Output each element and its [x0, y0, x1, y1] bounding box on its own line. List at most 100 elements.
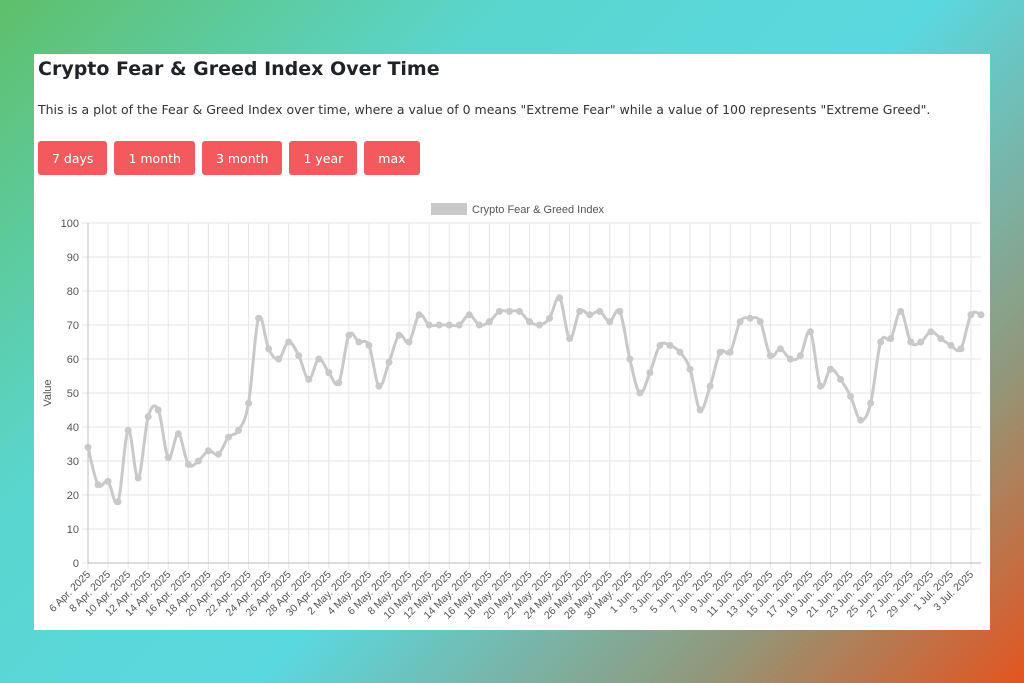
- data-point: [977, 311, 985, 319]
- data-point: [877, 338, 885, 346]
- data-point: [586, 311, 594, 319]
- y-tick-label: 20: [67, 490, 79, 502]
- data-point: [937, 335, 945, 343]
- data-point: [626, 355, 634, 363]
- data-point: [355, 338, 363, 346]
- chart-card: Crypto Fear & Greed Index Over Time This…: [34, 54, 990, 630]
- data-point: [515, 307, 523, 315]
- range-3-month-button[interactable]: 3 month: [201, 141, 283, 175]
- y-axis-label: Value: [42, 379, 54, 406]
- y-tick-label: 50: [67, 388, 79, 400]
- data-point: [867, 399, 875, 407]
- range-1-year-button[interactable]: 1 year: [289, 141, 358, 175]
- legend-swatch: [431, 203, 467, 215]
- data-point: [676, 348, 684, 356]
- data-point: [766, 352, 774, 360]
- data-point: [325, 369, 333, 377]
- data-point: [154, 406, 162, 414]
- data-point: [857, 416, 865, 424]
- data-point: [385, 358, 393, 366]
- data-point: [275, 355, 283, 363]
- data-point: [265, 345, 273, 353]
- data-point: [746, 314, 754, 322]
- data-point: [235, 426, 243, 434]
- y-tick-label: 10: [67, 524, 79, 536]
- data-point: [445, 321, 453, 329]
- data-point: [335, 379, 343, 387]
- data-point: [345, 331, 353, 339]
- data-point: [686, 365, 694, 373]
- data-point: [435, 321, 443, 329]
- page-title: Crypto Fear & Greed Index Over Time: [38, 58, 440, 80]
- y-tick-label: 40: [67, 422, 79, 434]
- data-point: [455, 321, 463, 329]
- data-point: [897, 307, 905, 315]
- data-point: [505, 307, 513, 315]
- data-point: [957, 345, 965, 353]
- data-point: [174, 430, 182, 438]
- data-point: [616, 307, 624, 315]
- data-point: [94, 481, 102, 489]
- y-tick-label: 60: [67, 354, 79, 366]
- data-point: [495, 307, 503, 315]
- y-tick-label: 100: [61, 218, 79, 230]
- data-point: [786, 355, 794, 363]
- data-point: [706, 382, 714, 390]
- fear-greed-line-chart: Crypto Fear & Greed Index 0 10 20 30 40 50 60 70…: [42, 203, 985, 622]
- data-point: [826, 365, 834, 373]
- data-point: [546, 314, 554, 322]
- data-point: [636, 389, 644, 397]
- data-point: [194, 457, 202, 465]
- data-point: [395, 331, 403, 339]
- data-point: [656, 341, 664, 349]
- data-point: [596, 307, 604, 315]
- data-point: [485, 318, 493, 326]
- data-point: [556, 294, 564, 302]
- data-point: [305, 375, 313, 383]
- y-tick-label: 80: [67, 286, 79, 298]
- data-point: [124, 426, 132, 434]
- data-point: [927, 328, 935, 336]
- range-max-button[interactable]: max: [364, 141, 420, 175]
- data-point: [204, 447, 212, 455]
- range-7-days-button[interactable]: 7 days: [38, 141, 108, 175]
- data-point: [415, 311, 423, 319]
- data-point: [255, 314, 263, 322]
- data-point: [144, 413, 152, 421]
- data-point: [736, 318, 744, 326]
- data-point: [917, 338, 925, 346]
- data-point: [104, 477, 112, 485]
- data-point: [405, 338, 413, 346]
- range-1-month-button[interactable]: 1 month: [114, 141, 195, 175]
- data-point: [947, 341, 955, 349]
- data-point: [184, 460, 192, 468]
- y-tick-label: 0: [73, 558, 79, 570]
- data-point: [776, 345, 784, 353]
- data-point: [907, 338, 915, 346]
- data-point: [837, 375, 845, 383]
- data-point: [465, 311, 473, 319]
- data-point: [525, 318, 533, 326]
- data-point: [375, 382, 383, 390]
- data-point: [696, 406, 704, 414]
- data-point: [646, 369, 654, 377]
- data-point: [726, 348, 734, 356]
- series-line: [86, 295, 982, 506]
- y-tick-label: 70: [67, 320, 79, 332]
- data-point: [716, 348, 724, 356]
- data-point: [365, 341, 373, 349]
- data-point: [224, 433, 232, 441]
- y-tick-label: 30: [67, 456, 79, 468]
- data-point: [816, 382, 824, 390]
- data-point: [666, 341, 674, 349]
- data-point: [606, 318, 614, 326]
- data-point: [84, 443, 92, 451]
- data-point: [887, 335, 895, 343]
- y-tick-label: 90: [67, 252, 79, 264]
- data-point: [536, 321, 544, 329]
- legend-label: Crypto Fear & Greed Index: [472, 204, 605, 216]
- data-point: [806, 328, 814, 336]
- data-point: [164, 454, 172, 462]
- data-point: [756, 318, 764, 326]
- data-point: [315, 355, 323, 363]
